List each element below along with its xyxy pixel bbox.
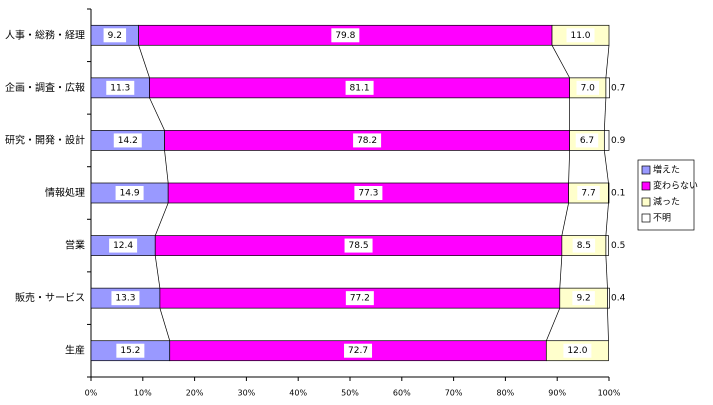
series-line [559,255,563,289]
label-box [331,28,360,43]
data-label: 14.9 [120,189,140,199]
legend-label: 不明 [653,213,671,224]
x-tick-label: 90% [548,389,566,398]
y-tick-label: 販売・サービス [15,291,85,304]
series-line [603,150,609,184]
label-box [345,291,374,306]
series-line [605,45,610,78]
label-box [116,343,145,358]
data-label: 13.3 [115,294,135,304]
data-label: 77.2 [350,294,370,304]
x-tick-label: 20% [186,389,204,398]
label-box [576,80,600,95]
series-line [149,97,165,131]
x-tick-label: 0% [85,389,98,398]
x-tick-label: 60% [393,389,411,398]
series-line [603,97,607,131]
label-box [353,133,382,148]
legend-swatch [641,181,651,191]
label-box [113,133,142,148]
label-box [354,186,383,200]
series-line [607,308,609,341]
data-label: 0.7 [611,83,625,93]
label-box [106,80,135,95]
data-label: 0.1 [611,189,625,199]
x-tick-label: 40% [289,389,307,398]
data-label: 81.1 [350,83,370,93]
series-line [545,308,561,341]
x-tick-label: 70% [445,389,463,398]
series-line [164,150,169,184]
label-box [111,291,140,306]
bar-segment [603,130,610,151]
data-label: 9.2 [108,31,122,41]
y-tick-label: 生産 [65,344,85,357]
x-tick-label: 10% [134,389,152,398]
bar-segment [607,287,610,309]
label-box [577,186,600,200]
data-label: 12.0 [567,346,587,356]
x-tick-label: 100% [598,389,621,398]
data-label: 11.3 [110,83,130,93]
data-label: 77.3 [358,189,378,199]
label-box [345,80,374,95]
label-box [575,133,599,148]
data-label: 0.9 [611,136,626,146]
y-tick-label: 研究・開発・設計 [5,133,85,146]
data-label: 6.7 [580,136,594,146]
data-label: 8.5 [577,241,591,251]
y-tick-label: 人事・総務・経理 [5,28,85,41]
legend-label: 減った [653,196,680,208]
label-box [572,291,595,306]
series-line [159,308,171,341]
data-label: 79.8 [335,31,355,41]
data-label: 7.0 [581,83,596,93]
label-box [344,238,373,253]
data-label: 9.2 [576,294,590,304]
x-tick-label: 30% [238,389,256,398]
label-box [344,343,373,358]
label-box [109,238,138,253]
label-box [115,186,144,200]
series-line [138,45,150,78]
series-line [551,45,570,79]
data-label: 15.2 [120,346,140,356]
label-box [563,343,592,358]
series-line [605,202,609,236]
series-line [154,202,169,236]
y-tick-label: 情報処理 [45,186,85,199]
series-line [568,150,570,184]
data-label: 0.5 [611,241,625,251]
bar-segment [608,182,610,204]
legend-label: 変わらない [653,180,698,192]
series-line [605,255,608,289]
bar-segment [605,235,609,256]
legend-swatch [641,213,651,223]
data-label: 12.4 [113,241,133,251]
series-line [154,255,161,289]
y-tick-label: 企画・調査・広報 [5,81,85,94]
data-label: 14.2 [118,136,138,146]
y-tick-label: 営業 [65,239,85,252]
label-box [566,28,595,43]
data-label: 78.5 [349,241,369,251]
label-box [572,238,596,253]
x-tick-label: 80% [497,389,515,398]
data-label: 7.7 [581,189,595,199]
x-tick-label: 50% [341,389,359,398]
legend-swatch [641,197,651,207]
legend-label: 増えた [653,164,680,176]
data-label: 11.0 [570,31,590,41]
legend-swatch [641,165,651,175]
label-box [103,28,127,43]
series-line [561,202,569,236]
data-label: 0.4 [611,294,626,304]
bar-segment [605,77,610,99]
data-label: 72.7 [348,346,368,356]
data-label: 78.2 [357,136,377,146]
